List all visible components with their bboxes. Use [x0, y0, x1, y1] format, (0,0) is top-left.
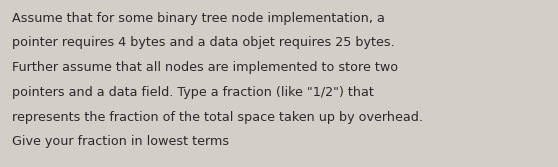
- Text: pointers and a data field. Type a fraction (like "1/2") that: pointers and a data field. Type a fracti…: [12, 86, 374, 99]
- Text: Give your fraction in lowest terms: Give your fraction in lowest terms: [12, 135, 229, 148]
- Text: represents the fraction of the total space taken up by overhead.: represents the fraction of the total spa…: [12, 111, 424, 124]
- Text: Assume that for some binary tree node implementation, a: Assume that for some binary tree node im…: [12, 12, 385, 25]
- Text: Further assume that all nodes are implemented to store two: Further assume that all nodes are implem…: [12, 61, 398, 74]
- Text: pointer requires 4 bytes and a data objet requires 25 bytes.: pointer requires 4 bytes and a data obje…: [12, 36, 395, 49]
